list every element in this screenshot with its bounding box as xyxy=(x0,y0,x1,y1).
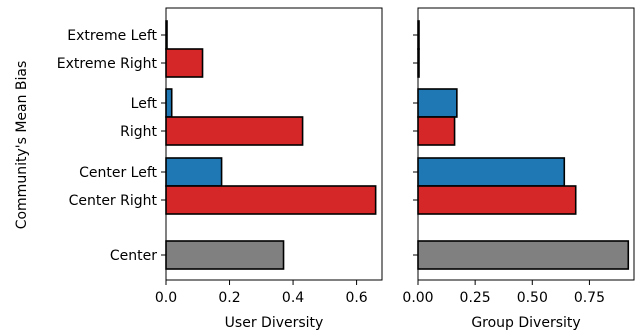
x-tick-label: 0.75 xyxy=(574,290,605,306)
x-axis-label: User Diversity xyxy=(225,315,324,331)
bar-center xyxy=(165,240,285,270)
y-tick-label: Extreme Right xyxy=(57,56,158,72)
y-axis-label: Community's Mean Bias xyxy=(14,61,30,230)
y-tick-label: Center Right xyxy=(69,193,158,209)
group-diversity-panel: 0.00 0.25 0.50 0.75 Group Diversity xyxy=(402,7,635,331)
plot-frame xyxy=(165,7,383,281)
bar-center-left xyxy=(165,157,223,187)
bar-center xyxy=(417,240,630,270)
x-tick-label: 0.25 xyxy=(460,290,491,306)
x-tick-label: 0.0 xyxy=(155,290,177,306)
y-tick-label: Center Left xyxy=(79,165,157,181)
bar-right xyxy=(165,116,304,146)
bar-extreme-right xyxy=(165,48,204,78)
bar-center-right xyxy=(165,185,377,215)
y-tick-label: Extreme Left xyxy=(67,28,157,44)
x-axis-label: Group Diversity xyxy=(471,315,580,331)
y-tick-label: Right xyxy=(120,124,157,140)
y-tick-label: Center xyxy=(110,248,157,264)
user-diversity-panel: 0.0 0.2 0.4 0.6 Extreme Left Extreme Right Lef… xyxy=(57,7,383,331)
bar-center-right xyxy=(417,185,577,215)
x-tick-label: 0.00 xyxy=(402,290,433,306)
y-tick-label: Left xyxy=(131,96,158,112)
x-tick-label: 0.6 xyxy=(345,290,367,306)
x-tick-label: 0.50 xyxy=(517,290,548,306)
x-tick-label: 0.4 xyxy=(282,290,304,306)
bar-center-left xyxy=(417,157,566,187)
bar-left xyxy=(417,88,458,118)
bar-left xyxy=(165,88,173,118)
x-tick-label: 0.2 xyxy=(218,290,240,306)
plot-frame xyxy=(417,7,635,281)
bar-right xyxy=(417,116,456,146)
